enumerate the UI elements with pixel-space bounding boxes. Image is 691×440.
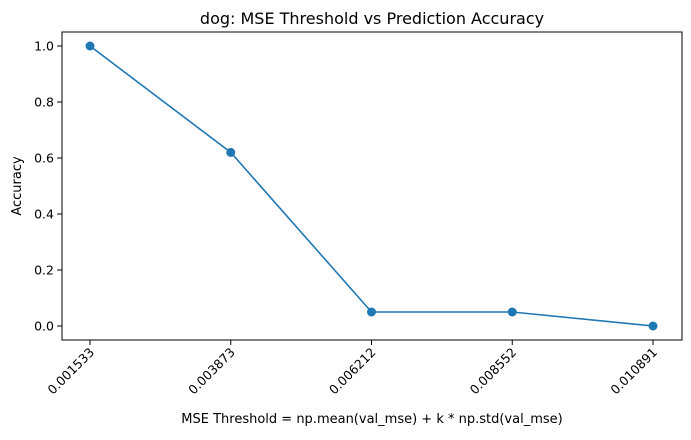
y-tick-label: 1.0 bbox=[34, 39, 54, 54]
y-axis: 0.0 0.2 0.4 0.6 0.8 1.0 bbox=[34, 39, 62, 334]
x-axis: 0.001533 0.003873 0.006212 0.008552 0.010891 bbox=[44, 340, 660, 397]
data-point bbox=[85, 41, 95, 51]
y-tick-label: 0.8 bbox=[34, 95, 54, 110]
x-tick-label: 0.010891 bbox=[607, 345, 660, 398]
data-point bbox=[507, 307, 517, 317]
y-tick-label: 0.6 bbox=[34, 151, 54, 166]
x-tick-label: 0.001533 bbox=[44, 345, 97, 398]
x-tick-label: 0.006212 bbox=[326, 345, 379, 398]
y-tick-label: 0.0 bbox=[34, 319, 54, 334]
x-axis-label: MSE Threshold = np.mean(val_mse) + k * n… bbox=[181, 412, 562, 427]
y-tick-label: 0.4 bbox=[34, 207, 54, 222]
data-point bbox=[226, 147, 236, 157]
chart-title: dog: MSE Threshold vs Prediction Accurac… bbox=[200, 9, 544, 28]
y-tick-label: 0.2 bbox=[34, 263, 54, 278]
x-tick-label: 0.008552 bbox=[467, 345, 520, 398]
y-axis-label: Accuracy bbox=[10, 156, 25, 216]
data-point bbox=[648, 321, 658, 331]
x-tick-label: 0.003873 bbox=[185, 345, 238, 398]
series-layer bbox=[85, 41, 658, 331]
data-point bbox=[367, 307, 376, 317]
plot-area bbox=[61, 31, 683, 341]
